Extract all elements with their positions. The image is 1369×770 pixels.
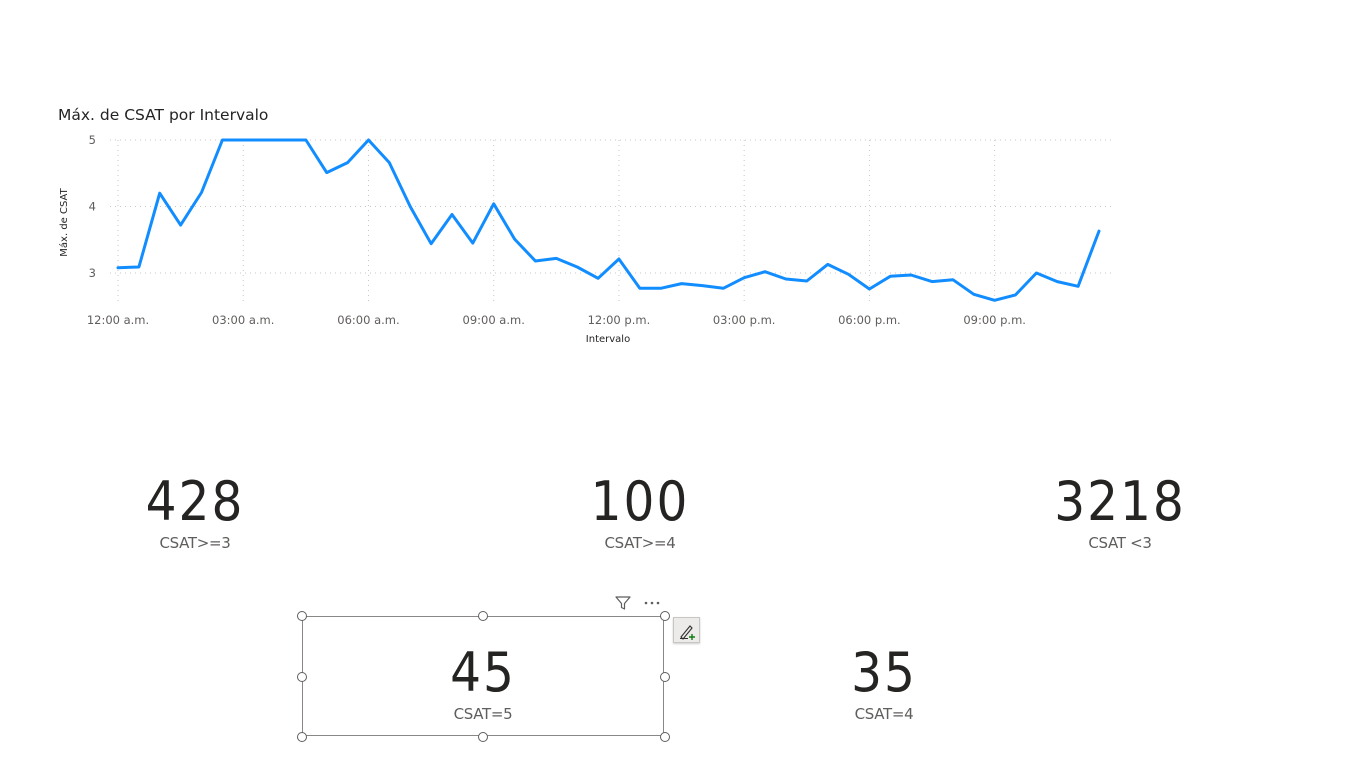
data-point[interactable]: 03:30 p.m.: 3.02 [762,269,768,275]
resize-handle-bottom[interactable] [478,732,488,742]
data-point[interactable]: 12:30 a.m.: 3.09 [136,264,142,270]
data-point[interactable]: 06:00 p.m.: 2.76 [866,286,872,292]
visual-header [612,594,668,614]
card-csat-lt-3[interactable]: 3218 CSAT <3 [1000,470,1240,553]
line-chart[interactable]: 3 4 5 12:00 a.m. 03:00 a.m. 06:00 a.m. 09:00 a… [40,96,1120,356]
x-tick-label: 09:00 a.m. [463,313,525,327]
x-axis-title: Intervalo [586,334,630,345]
data-point[interactable]: 07:00 a.m.: 4 [407,204,413,210]
data-point[interactable]: 05:30 a.m.: 4.66 [345,160,351,166]
filter-icon[interactable] [614,594,632,616]
data-point[interactable]: 07:30 a.m.: 3.44 [428,241,434,247]
data-point[interactable]: 06:30 a.m.: 4.66 [386,160,392,166]
data-point[interactable]: 11:30 a.m.: 2.92 [595,275,601,281]
x-tick-label: 06:00 a.m. [337,313,399,327]
y-tick-label: 4 [89,200,96,214]
data-point[interactable]: 09:00 p.m.: 2.59 [992,297,998,303]
data-point[interactable]: 09:30 p.m.: 2.67 [1013,292,1019,298]
y-axis-title: Máx. de CSAT [58,187,70,256]
card-label: CSAT <3 [1088,534,1152,552]
data-point[interactable]: 09:30 a.m.: 3.51 [512,236,518,242]
data-point[interactable]: 10:30 p.m.: 2.87 [1054,279,1060,285]
data-point[interactable]: 07:00 p.m.: 2.97 [908,272,914,278]
data-point[interactable]: 02:00 p.m.: 2.81 [699,283,705,289]
data-point[interactable]: 05:00 p.m.: 3.13 [825,261,831,267]
data-point[interactable]: 01:00 p.m.: 2.77 [658,285,664,291]
card-value: 428 [145,470,245,533]
data-point[interactable]: 06:00 a.m.: 5 [365,137,371,143]
data-point[interactable]: 04:30 p.m.: 2.88 [804,278,810,284]
series-line[interactable] [116,138,1101,302]
resize-handle-bottom-left[interactable] [297,732,307,742]
resize-handle-bottom-right[interactable] [660,732,670,742]
data-point[interactable]: 01:30 a.m.: 3.72 [178,222,184,228]
card-label: CSAT>=3 [159,534,231,552]
line-chart-visual[interactable]: Máx. de CSAT por Intervalo 3 4 5 12:00 a.m.… [40,96,1120,356]
card-value: 100 [590,470,690,533]
resize-handle-left[interactable] [297,672,307,682]
y-tick-label: 5 [89,133,96,147]
format-brush-icon [677,621,697,645]
card-value: 35 [851,641,917,704]
data-point[interactable]: 11:00 p.m.: 2.8 [1075,283,1081,289]
data-point[interactable]: 04:30 a.m.: 5 [303,137,309,143]
card-csat-eq-5[interactable]: 45 CSAT=5 [383,641,583,724]
data-point[interactable]: 12:00 a.m.: 3.08 [115,265,121,271]
card-label: CSAT>=4 [604,534,676,552]
data-point[interactable]: 05:00 a.m.: 4.51 [324,170,330,176]
x-tick-label: 12:00 a.m. [87,313,149,327]
data-point[interactable]: 03:00 p.m.: 2.93 [741,275,747,281]
data-point[interactable]: 11:00 a.m.: 3.09 [574,264,580,270]
data-point[interactable]: 06:30 p.m.: 2.95 [887,273,893,279]
resize-handle-right[interactable] [660,672,670,682]
resize-handle-top[interactable] [478,611,488,621]
x-tick-label: 06:00 p.m. [838,313,901,327]
data-point[interactable]: 01:30 p.m.: 2.84 [679,281,685,287]
x-tick-label: 03:00 p.m. [713,313,776,327]
data-point[interactable]: 11:30 p.m.: 3.63 [1096,228,1102,234]
card-csat-gte-3[interactable]: 428 CSAT>=3 [95,470,295,553]
x-tick-label: 03:00 a.m. [212,313,274,327]
data-point[interactable]: 02:00 a.m.: 4.21 [198,190,204,196]
data-point[interactable]: 12:00 p.m.: 3.21 [616,256,622,262]
data-point[interactable]: 01:00 a.m.: 4.2 [157,190,163,196]
card-csat-gte-4[interactable]: 100 CSAT>=4 [540,470,740,553]
card-csat-eq-4[interactable]: 35 CSAT=4 [784,641,984,724]
data-point[interactable]: 10:00 a.m.: 3.18 [532,258,538,264]
selection-frame [302,616,664,736]
chart-title: Máx. de CSAT por Intervalo [58,106,269,124]
data-point[interactable]: 08:30 a.m.: 3.45 [470,240,476,246]
data-point[interactable]: 03:00 a.m.: 5 [240,137,246,143]
card-label: CSAT=4 [854,705,914,723]
data-point[interactable]: 08:30 p.m.: 2.68 [971,291,977,297]
x-tick-label: 09:00 p.m. [963,313,1026,327]
resize-handle-top-left[interactable] [297,611,307,621]
more-options-icon[interactable] [642,594,662,616]
data-point[interactable]: 02:30 a.m.: 5 [219,137,225,143]
x-tick-label: 12:00 p.m. [588,313,651,327]
data-point[interactable]: 08:00 p.m.: 2.9 [950,277,956,283]
data-point[interactable]: 04:00 a.m.: 5 [282,137,288,143]
y-tick-label: 3 [89,266,96,280]
data-point[interactable]: 10:00 p.m.: 3 [1033,270,1039,276]
card-label: CSAT=5 [453,705,513,723]
data-point[interactable]: 08:00 a.m.: 3.88 [449,211,455,217]
data-point[interactable]: 07:30 p.m.: 2.87 [929,279,935,285]
data-point[interactable]: 04:00 p.m.: 2.91 [783,276,789,282]
card-value: 3218 [1054,470,1186,533]
data-point[interactable]: 12:30 p.m.: 2.77 [637,285,643,291]
resize-handle-top-right[interactable] [660,611,670,621]
data-point[interactable]: 10:30 a.m.: 3.22 [553,255,559,261]
card-value: 45 [450,641,516,704]
data-point[interactable]: 05:30 p.m.: 2.98 [846,271,852,277]
format-visual-button[interactable] [673,617,700,643]
data-point[interactable]: 03:30 a.m.: 5 [261,137,267,143]
data-point[interactable]: 02:30 p.m.: 2.77 [720,285,726,291]
data-point[interactable]: 09:00 a.m.: 4.04 [491,201,497,207]
